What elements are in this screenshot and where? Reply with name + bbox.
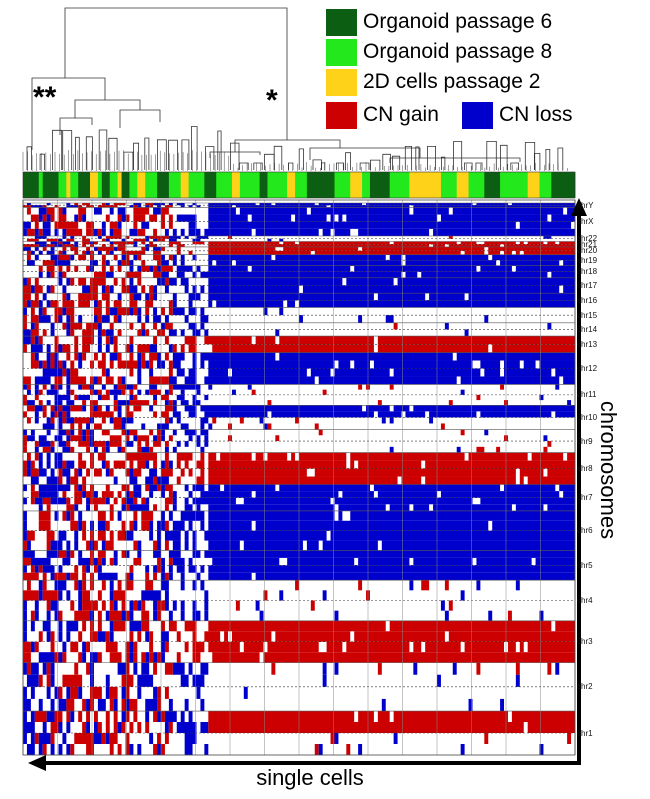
legend: Organoid passage 6 Organoid passage 8 2D… [326,8,646,136]
cluster-marker-right: * [266,84,278,117]
axis-arrows [28,198,587,771]
legend-swatch-cn-gain [326,102,357,129]
chromosome-label: chr21 [577,239,598,249]
legend-label: Organoid passage 8 [363,40,553,63]
chromosome-label: chr22 [577,234,598,244]
chromosome-label: chr14 [577,325,598,334]
chromosome-label: chr5 [577,560,593,570]
copy-number-heatmap [23,203,575,755]
dendrogram [22,7,568,171]
chromosome-label: chr18 [577,267,598,277]
y-axis-title: chromosomes [596,400,621,540]
legend-swatch-organoid-p6 [326,9,357,36]
chromosome-label: chr8 [577,464,593,474]
legend-swatch-cn-loss [462,102,493,129]
chromosome-label: chr16 [577,295,598,305]
chromosome-label: chr4 [577,596,593,605]
chromosome-label: chr3 [577,637,593,647]
chromosome-label: chr10 [577,412,598,422]
chromosome-label: chr13 [577,339,598,349]
chromosome-label: chr9 [577,436,593,446]
legend-swatch-organoid-p8 [326,39,357,66]
x-axis-title: single cells [256,765,364,790]
chromosome-label: chr6 [577,526,593,536]
sample-type-bar [22,171,576,199]
chromosome-label: chr15 [577,310,598,320]
legend-swatch-2d-cells-p2 [326,69,357,96]
chromosome-label: chr12 [577,364,598,373]
chromosome-label: chr1 [577,728,593,738]
heatmap-grid [22,199,576,756]
chromosome-label: chr7 [577,493,593,503]
legend-label: Organoid passage 6 [363,10,553,33]
chromosome-label: chr2 [577,682,593,692]
chromosome-label: chr19 [577,255,598,265]
chromosome-label: chrY [577,200,594,210]
legend-label: CN loss [499,103,573,126]
chromosome-label: chr11 [577,390,597,400]
chromosome-label: chr20 [577,246,598,256]
cluster-marker-left: ** [33,81,57,114]
chromosome-label: chr17 [577,281,598,290]
chromosome-label: chrX [577,217,594,227]
legend-label: 2D cells passage 2 [363,70,541,93]
legend-label: CN gain [363,103,439,126]
